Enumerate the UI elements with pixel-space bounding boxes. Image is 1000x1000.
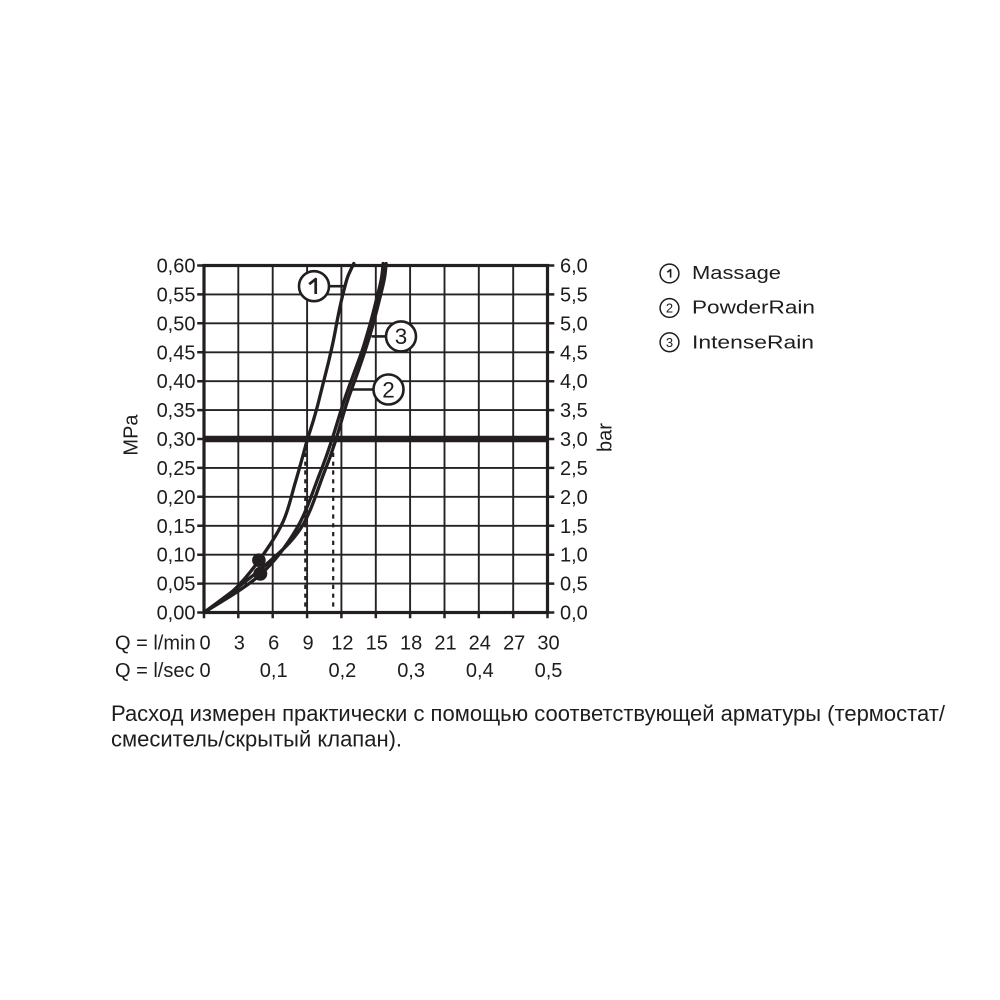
svg-text:0,1: 0,1 [260, 660, 288, 682]
svg-text:24: 24 [469, 633, 491, 655]
svg-text:0,15: 0,15 [157, 516, 196, 538]
svg-text:0,0: 0,0 [560, 603, 588, 625]
svg-text:Q = l/sec: Q = l/sec [115, 660, 194, 682]
svg-text:12: 12 [331, 633, 353, 655]
svg-text:Q = l/min: Q = l/min [115, 633, 196, 655]
svg-text:27: 27 [503, 633, 525, 655]
svg-text:3,0: 3,0 [560, 429, 588, 451]
svg-text:2,5: 2,5 [560, 458, 588, 480]
svg-text:3,5: 3,5 [560, 400, 588, 422]
svg-text:bar: bar [595, 423, 617, 452]
svg-text:5,5: 5,5 [560, 284, 588, 306]
svg-text:0,3: 0,3 [397, 660, 425, 682]
svg-text:0,10: 0,10 [157, 545, 196, 567]
svg-text:3: 3 [395, 324, 408, 349]
svg-text:Расход измерен практически с п: Расход измерен практически с помощью соо… [111, 701, 946, 726]
svg-text:0,00: 0,00 [157, 603, 196, 625]
svg-text:0: 0 [199, 633, 210, 655]
svg-text:0,05: 0,05 [157, 574, 196, 596]
svg-text:1,5: 1,5 [560, 516, 588, 538]
svg-text:0,35: 0,35 [157, 400, 196, 422]
svg-text:смеситель/скрытый клапан).: смеситель/скрытый клапан). [111, 727, 402, 752]
svg-text:0,5: 0,5 [560, 574, 588, 596]
svg-text:2,0: 2,0 [560, 487, 588, 509]
svg-text:6,0: 6,0 [560, 256, 588, 278]
svg-text:3: 3 [234, 633, 245, 655]
svg-text:4,5: 4,5 [560, 342, 588, 364]
svg-text:5,0: 5,0 [560, 313, 588, 335]
svg-text:0: 0 [199, 660, 210, 682]
svg-text:4,0: 4,0 [560, 371, 588, 393]
svg-text:0,30: 0,30 [157, 429, 196, 451]
svg-text:IntenseRain: IntenseRain [692, 331, 814, 352]
svg-text:6: 6 [268, 633, 279, 655]
svg-text:0,2: 0,2 [328, 660, 356, 682]
svg-text:3: 3 [666, 335, 673, 350]
svg-text:0,45: 0,45 [157, 342, 196, 364]
svg-text:21: 21 [434, 633, 456, 655]
svg-text:MPa: MPa [121, 414, 143, 456]
svg-text:0,55: 0,55 [157, 284, 196, 306]
svg-text:PowderRain: PowderRain [692, 297, 815, 318]
svg-text:0,20: 0,20 [157, 487, 196, 509]
svg-text:0,40: 0,40 [157, 371, 196, 393]
svg-text:1,0: 1,0 [560, 545, 588, 567]
svg-text:2: 2 [382, 377, 395, 402]
svg-text:0,4: 0,4 [466, 660, 494, 682]
svg-text:15: 15 [366, 633, 388, 655]
svg-text:0,60: 0,60 [157, 256, 196, 278]
svg-text:0,5: 0,5 [535, 660, 563, 682]
svg-text:18: 18 [400, 633, 422, 655]
svg-text:2: 2 [666, 301, 673, 316]
svg-text:0,25: 0,25 [157, 458, 196, 480]
svg-text:Massage: Massage [692, 262, 781, 283]
svg-text:30: 30 [537, 633, 559, 655]
svg-text:9: 9 [302, 633, 313, 655]
svg-text:0,50: 0,50 [157, 313, 196, 335]
